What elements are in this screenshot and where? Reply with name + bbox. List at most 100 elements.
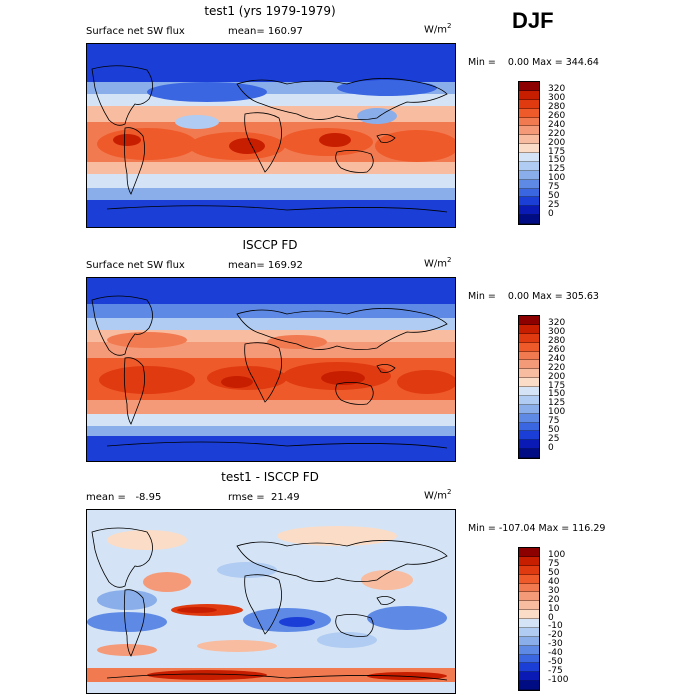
colorbar-swatch — [519, 144, 539, 153]
colorbar-swatch — [519, 179, 539, 189]
colorbar-level-label: 75 — [548, 182, 560, 192]
panel-3-title: test1 - ISCCP FD — [221, 470, 319, 484]
colorbar-swatch — [519, 556, 539, 566]
colorbar-level-label: 260 — [548, 111, 566, 121]
colorbar-swatch — [519, 197, 539, 207]
colorbar-swatch — [519, 422, 539, 432]
colorbar-swatch — [519, 170, 539, 180]
panel-1-mean: mean= 160.97 — [228, 26, 303, 37]
colorbar-swatch — [519, 206, 539, 216]
colorbar-level-label: 50 — [548, 424, 560, 435]
colorbar-swatch — [519, 378, 539, 387]
colorbar-swatch — [519, 583, 539, 593]
colorbar-level-label: 25 — [548, 199, 560, 210]
panel-3-minmax: Min = -107.04 Max = 116.29 — [468, 523, 606, 534]
panel-2-colorbar-labels: 320 300 280 260 240 220 200 175 150 125 100 75 50 25 0 — [548, 315, 588, 459]
panel-1-contour-field — [87, 44, 455, 227]
colorbar-swatch — [519, 188, 539, 198]
colorbar-swatch — [519, 135, 539, 145]
colorbar-swatch — [519, 681, 539, 690]
colorbar-swatch — [519, 627, 539, 637]
colorbar-level-label: 240 — [548, 353, 566, 364]
panel-3-map — [86, 509, 456, 694]
colorbar-level-label: 220 — [548, 128, 566, 139]
panel-1-variable-label: Surface net SW flux — [86, 26, 185, 37]
colorbar-level-label: 280 — [548, 102, 566, 113]
colorbar-swatch — [519, 360, 539, 370]
colorbar-level-label: 100 — [548, 550, 566, 561]
colorbar-level-label: 220 — [548, 362, 566, 373]
colorbar-swatch — [519, 601, 539, 611]
colorbar-level-label: 200 — [548, 371, 566, 382]
colorbar-swatch — [519, 404, 539, 414]
colorbar-swatch — [519, 387, 539, 396]
panel-3-units: W/m2 — [424, 488, 452, 502]
colorbar-swatch — [519, 316, 539, 325]
colorbar-swatch — [519, 431, 539, 441]
colorbar-swatch — [519, 565, 539, 575]
colorbar-swatch — [519, 99, 539, 109]
panel-1-title: test1 (yrs 1979-1979) — [204, 4, 336, 18]
colorbar-swatch — [519, 161, 539, 171]
colorbar-level-label: 175 — [548, 380, 566, 391]
colorbar-level-label: 40 — [548, 577, 560, 587]
colorbar-swatch — [519, 117, 539, 127]
panel-3-mean: mean = -8.95 — [86, 492, 162, 503]
panel-3-colorbar-labels: 100 75 50 40 30 20 10 0 -10 -20 -30 -40 -50 -75 -100 — [548, 547, 588, 691]
colorbar-swatch — [519, 592, 539, 602]
panel-1-colorbar-labels: 320 300 280 260 240 220 200 175 150 125 100 75 50 25 0 — [548, 81, 588, 225]
colorbar-level-label: 320 — [548, 318, 566, 329]
colorbar-swatch — [519, 449, 539, 458]
colorbar-level-label: 150 — [548, 389, 566, 400]
panel-3-colorbar — [518, 547, 540, 691]
colorbar-swatch — [519, 324, 539, 334]
colorbar-swatch — [519, 153, 539, 162]
colorbar-swatch — [519, 395, 539, 405]
colorbar-level-label: -50 — [548, 656, 563, 667]
panel-3-rmse: rmse = 21.49 — [228, 492, 300, 503]
colorbar-swatch — [519, 548, 539, 557]
panel-2-variable-label: Surface net SW flux — [86, 260, 185, 271]
panel-2-minmax: Min = 0.00 Max = 305.63 — [468, 291, 599, 302]
panel-1-map — [86, 43, 456, 228]
panel-1-units: W/m2 — [424, 22, 452, 36]
colorbar-level-label: -75 — [548, 665, 563, 676]
colorbar-swatch — [519, 108, 539, 118]
colorbar-level-label: 0 — [548, 442, 554, 453]
colorbar-swatch — [519, 82, 539, 91]
colorbar-level-label: 50 — [548, 190, 560, 201]
colorbar-swatch — [519, 574, 539, 584]
colorbar-swatch — [519, 126, 539, 136]
colorbar-level-label: 100 — [548, 407, 566, 418]
colorbar-level-label: 300 — [548, 327, 566, 338]
colorbar-swatch — [519, 663, 539, 673]
colorbar-swatch — [519, 333, 539, 343]
colorbar-swatch — [519, 351, 539, 361]
colorbar-swatch — [519, 610, 539, 619]
colorbar-swatch — [519, 672, 539, 682]
colorbar-swatch — [519, 413, 539, 423]
colorbar-swatch — [519, 369, 539, 379]
colorbar-level-label: 200 — [548, 137, 566, 148]
colorbar-swatch — [519, 654, 539, 664]
panel-1-minmax: Min = 0.00 Max = 344.64 — [468, 57, 599, 68]
colorbar-swatch — [519, 215, 539, 224]
colorbar-level-label: 75 — [548, 559, 560, 570]
colorbar-level-label: -30 — [548, 639, 563, 650]
colorbar-level-label: 300 — [548, 93, 566, 104]
colorbar-level-label: 25 — [548, 433, 560, 444]
colorbar-level-label: -100 — [548, 674, 569, 685]
colorbar-level-label: 260 — [548, 345, 566, 355]
colorbar-level-label: 150 — [548, 155, 566, 166]
colorbar-level-label: -40 — [548, 648, 563, 658]
colorbar-level-label: 75 — [548, 416, 560, 426]
colorbar-swatch — [519, 342, 539, 352]
colorbar-level-label: 100 — [548, 173, 566, 184]
panel-2-contour-field — [87, 278, 455, 461]
colorbar-swatch — [519, 619, 539, 628]
colorbar-level-label: 10 — [548, 603, 560, 614]
colorbar-level-label: -20 — [548, 630, 563, 641]
colorbar-swatch — [519, 645, 539, 655]
colorbar-level-label: 320 — [548, 84, 566, 95]
colorbar-level-label: 0 — [548, 208, 554, 219]
